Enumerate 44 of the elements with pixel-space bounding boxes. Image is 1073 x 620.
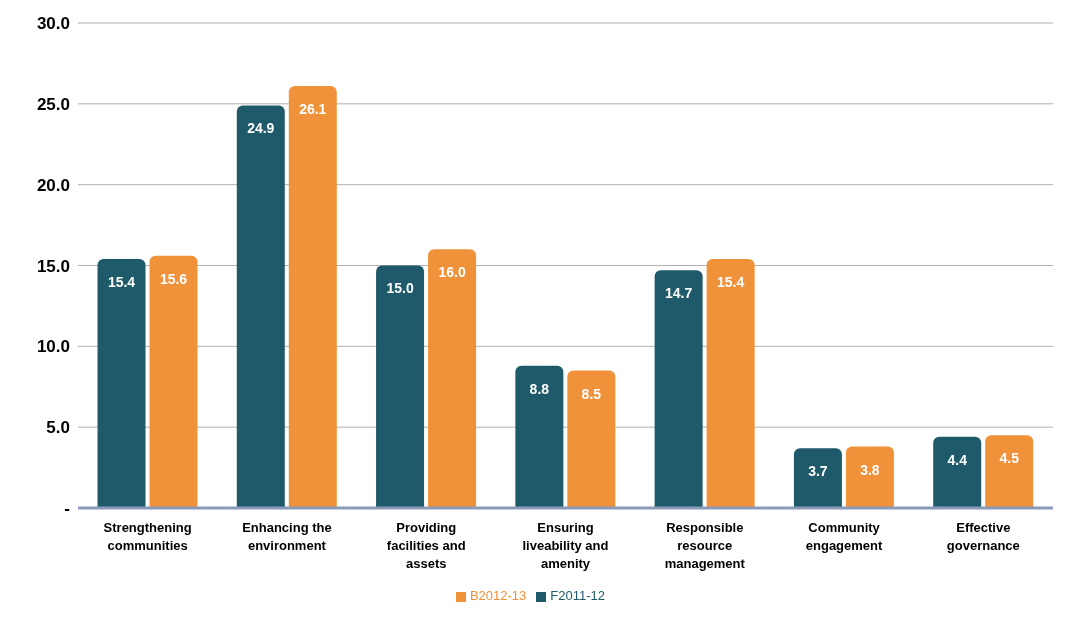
x-tick-label: Responsible resource management <box>664 520 746 571</box>
y-tick-label: 25.0 <box>36 94 70 114</box>
bar <box>933 436 982 508</box>
data-label: 14.7 <box>665 285 693 302</box>
data-label: 16.0 <box>438 264 466 281</box>
data-label: 26.1 <box>299 100 327 117</box>
bar <box>149 255 198 508</box>
data-label: 15.0 <box>386 280 414 297</box>
data-label: 24.9 <box>247 120 275 137</box>
data-label: 15.6 <box>159 270 188 287</box>
bar <box>845 446 894 508</box>
data-label: 8.5 <box>581 385 602 402</box>
bar <box>288 86 337 508</box>
legend-label: B2012-13 <box>469 588 527 603</box>
bar <box>515 365 564 508</box>
bar <box>376 265 425 508</box>
x-tick-label: Ensuring liveability and amenity <box>522 520 609 571</box>
data-label: 4.5 <box>999 450 1020 467</box>
legend-label: F2011-12 <box>550 588 606 603</box>
bar <box>236 105 285 508</box>
bar <box>793 448 842 508</box>
data-label: 4.4 <box>947 451 968 468</box>
data-label: 8.8 <box>529 380 550 397</box>
data-label: 3.7 <box>808 463 828 480</box>
data-label: 3.8 <box>860 461 880 478</box>
y-tick-label: 30.0 <box>36 14 70 34</box>
bar <box>706 259 755 508</box>
y-tick-label: 10.0 <box>36 337 70 357</box>
y-tick-label: 20.0 <box>36 175 70 195</box>
y-tick-label: 15.0 <box>36 256 70 276</box>
y-tick-label: - <box>64 499 70 519</box>
y-tick-label: 5.0 <box>46 418 70 438</box>
x-tick-label: Community engagement <box>805 520 884 553</box>
x-tick-label: Enhancing the environment <box>242 520 332 553</box>
x-tick-label: Providing facilities and assets <box>386 520 466 571</box>
bar <box>428 249 477 508</box>
data-label: 15.4 <box>107 273 136 290</box>
data-label: 15.4 <box>717 273 745 290</box>
bar <box>97 259 146 508</box>
bar <box>567 370 616 508</box>
bar <box>654 270 703 508</box>
x-tick-label: Effective governance <box>946 520 1020 553</box>
bar <box>985 435 1034 508</box>
x-tick-label: Strengthening communities <box>103 520 192 553</box>
